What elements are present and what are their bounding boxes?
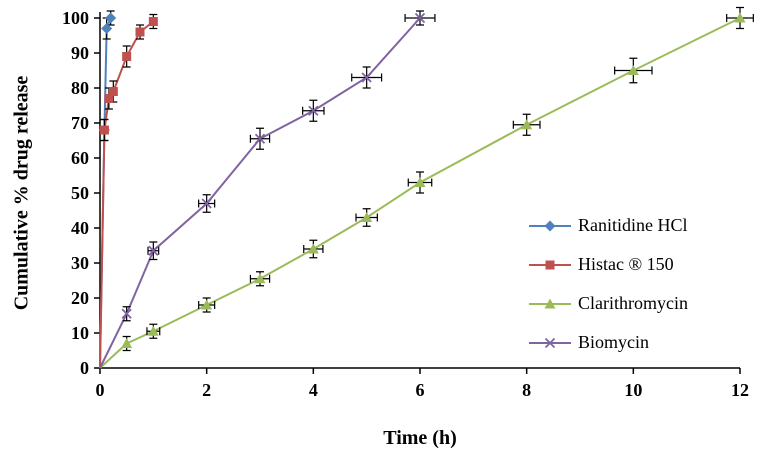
y-tick-label: 20 — [71, 288, 89, 308]
y-tick-label: 50 — [71, 183, 89, 203]
data-point-marker — [734, 12, 746, 23]
data-point-marker — [361, 212, 373, 222]
x-tick-label: 6 — [416, 380, 425, 400]
legend-marker-square-icon — [529, 260, 571, 269]
legend-marker-x-icon — [529, 337, 571, 348]
series-histac-150 — [99, 13, 158, 369]
data-point-marker — [307, 243, 319, 254]
y-tick-label: 70 — [71, 113, 89, 133]
data-point-marker — [201, 299, 213, 310]
data-point-marker — [254, 273, 266, 284]
legend-item-ranitidine: Ranitidine HCl — [528, 206, 688, 245]
data-point-marker — [101, 23, 113, 34]
y-tick-label: 80 — [71, 78, 89, 98]
x-tick-label: 2 — [202, 380, 211, 400]
legend-marker-diamond-icon — [529, 220, 571, 231]
data-point-marker — [254, 133, 266, 144]
data-point-marker — [147, 325, 159, 336]
x-tick-label: 0 — [96, 380, 105, 400]
x-tick-label: 8 — [522, 380, 531, 400]
data-point-marker — [122, 52, 132, 61]
y-axis-title: Cumulative % drug release — [10, 75, 33, 311]
y-tick-label: 40 — [71, 218, 89, 238]
data-point-marker — [361, 72, 372, 83]
legend-label: Histac ® 150 — [578, 254, 674, 274]
legend: Ranitidine HCl Histac ® 150 Clarithromyc… — [528, 206, 688, 362]
data-point-marker — [105, 12, 117, 24]
y-tick-label: 60 — [71, 148, 89, 168]
legend-item-clarithromycin: Clarithromycin — [528, 284, 688, 323]
x-axis-title: Time (h) — [383, 427, 457, 449]
y-tick-label: 0 — [80, 358, 89, 378]
series-biomycin — [99, 10, 436, 369]
y-tick-label: 30 — [71, 253, 89, 273]
x-tick-label: 10 — [624, 380, 642, 400]
axes: 0 10 20 30 40 50 60 70 80 90 100 0 2 4 6 8 10 12 — [62, 8, 749, 400]
data-point-marker — [414, 177, 426, 187]
data-point-marker — [135, 27, 145, 37]
y-tick-label: 10 — [71, 323, 89, 343]
x-tick-label: 12 — [731, 380, 749, 400]
data-point-marker — [148, 245, 159, 256]
data-point-marker — [108, 87, 118, 96]
y-tick-label: 100 — [62, 8, 89, 28]
data-point-marker — [99, 125, 109, 135]
series-clarithromycin — [99, 6, 754, 369]
series-line — [99, 17, 421, 369]
legend-label: Biomycin — [578, 332, 649, 352]
data-point-marker — [121, 338, 133, 348]
legend-label: Clarithromycin — [578, 293, 688, 313]
data-point-marker — [201, 198, 212, 209]
data-point-marker — [121, 308, 132, 319]
x-tick-label: 4 — [309, 380, 318, 400]
data-point-marker — [148, 17, 158, 26]
legend-marker-triangle-icon — [529, 298, 571, 308]
legend-item-biomycin: Biomycin — [528, 323, 688, 362]
legend-item-histac: Histac ® 150 — [528, 245, 688, 284]
data-point-marker — [104, 94, 114, 103]
data-point-marker — [414, 12, 426, 24]
data-point-marker — [308, 105, 319, 116]
y-tick-label: 90 — [71, 43, 89, 63]
data-point-marker — [627, 65, 639, 75]
legend-label: Ranitidine HCl — [578, 215, 688, 235]
data-point-marker — [521, 119, 533, 130]
